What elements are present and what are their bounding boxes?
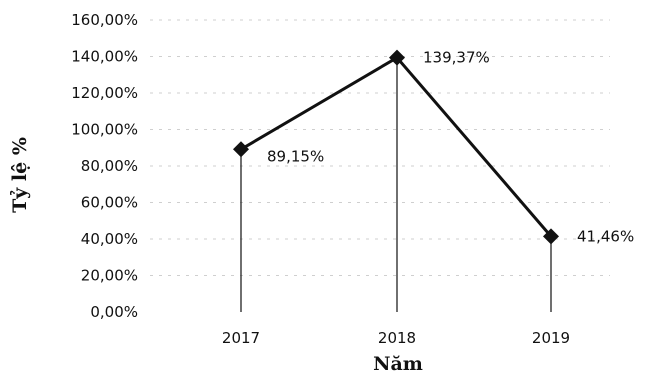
x-tick-label-2017: 2017 <box>222 329 260 347</box>
y-tick-label-3: 60,00% <box>81 194 138 212</box>
y-axis-ticks: 0,00% 20,00% 40,00% 60,00% 80,00% 100,00% 120,… <box>71 11 138 321</box>
y-tick-label-7: 140,00% <box>71 48 138 66</box>
drop-lines <box>240 57 552 312</box>
x-tick-label-2019: 2019 <box>532 329 570 347</box>
data-point-2019 <box>543 228 559 245</box>
y-tick-label-6: 120,00% <box>71 84 138 102</box>
y-tick-label-2: 40,00% <box>81 230 138 248</box>
gridlines <box>150 19 610 276</box>
y-tick-label-1: 20,00% <box>81 267 138 285</box>
y-axis-title: Tỷ lệ % <box>9 137 31 213</box>
y-tick-label-8: 160,00% <box>71 11 138 29</box>
data-labels: 89,15% 139,37% 41,46% <box>267 49 634 246</box>
x-tick-label-2018: 2018 <box>378 329 416 347</box>
y-tick-label-0: 0,00% <box>90 303 138 321</box>
data-markers <box>233 49 559 245</box>
data-label-2018: 139,37% <box>423 49 490 67</box>
data-label-2017: 89,15% <box>267 147 324 165</box>
y-tick-label-5: 100,00% <box>71 121 138 139</box>
data-point-2017 <box>233 141 249 158</box>
x-axis-title: Năm <box>373 353 423 373</box>
x-axis-ticks: 2017 2018 2019 <box>222 329 570 347</box>
data-point-2018 <box>389 49 405 66</box>
data-label-2019: 41,46% <box>577 227 634 245</box>
y-tick-label-4: 80,00% <box>81 157 138 175</box>
